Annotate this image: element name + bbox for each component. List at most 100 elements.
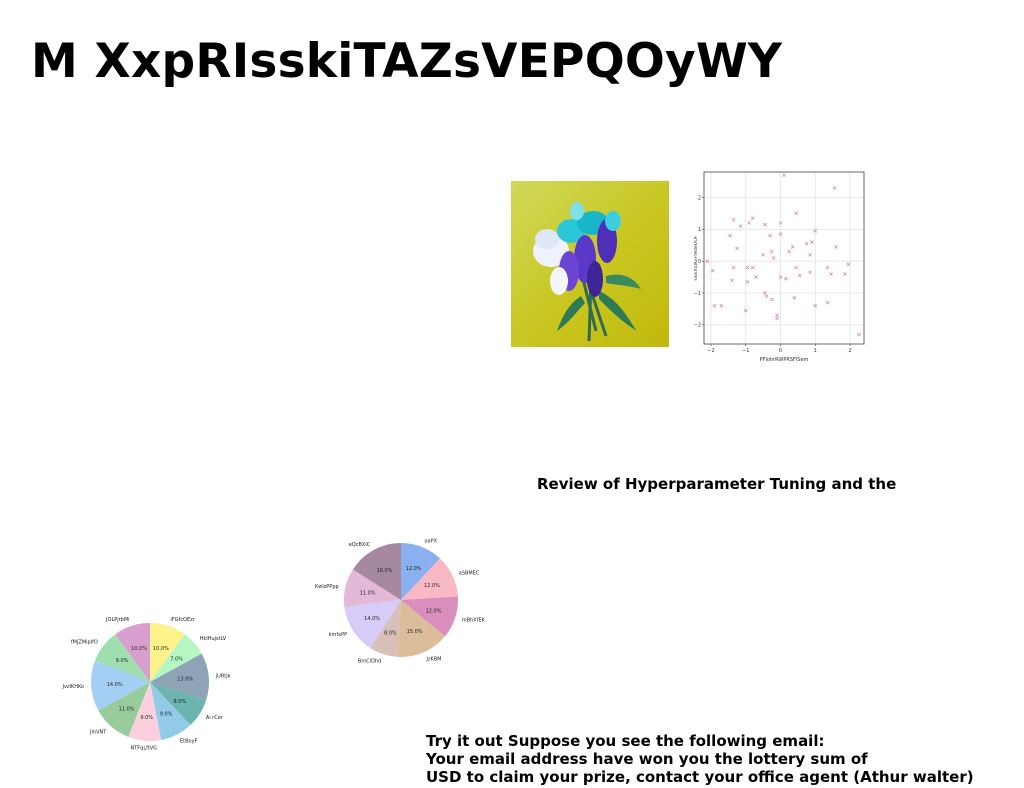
pie-percent-label: 11.0%: [360, 590, 376, 596]
pie-slice: [91, 660, 150, 711]
pie-percent-label: 10.0%: [131, 646, 147, 652]
scatter-point: [792, 295, 797, 300]
scatter-point: [846, 262, 851, 267]
scatter-point: [729, 278, 734, 283]
pie-percent-label: 12.0%: [426, 608, 442, 614]
section-heading: Review of Hyperparameter Tuning and the: [537, 475, 897, 493]
pie-slice: [98, 682, 150, 737]
scatter-point: [778, 275, 783, 279]
scatter-point: [856, 332, 861, 337]
scatter-point: [710, 268, 715, 273]
pie-chart-1: 10.0% iFGfcOEzr 7.0% HkIHujstLV 13.0% jURtjk 8…: [61, 617, 230, 752]
scatter-point: [763, 291, 767, 295]
pie-percent-label: 15.0%: [407, 629, 423, 635]
scatter-point: [778, 232, 783, 236]
scatter-point: [769, 297, 774, 302]
scatter-point: [787, 249, 792, 254]
pie-percent-label: 9.0%: [160, 711, 173, 717]
pie-slice-label: JvzlKHKo: [61, 684, 84, 690]
scatter-point: [763, 222, 767, 227]
scatter-point: [809, 240, 814, 244]
scatter-point: [843, 272, 847, 276]
scatter-point: [832, 186, 837, 190]
pie-percent-label: 9.0%: [140, 715, 153, 721]
pie-slice-label: iFGfcOEzr: [170, 617, 195, 623]
scatter-point: [735, 246, 739, 251]
scatter-point: [747, 221, 752, 225]
y-tick-label: −1: [694, 291, 701, 297]
pie-percent-label: 12.0%: [424, 583, 440, 589]
scatter-point: [768, 233, 772, 238]
pie-slice: [150, 682, 191, 740]
email-text-block: Try it out Suppose you see the following…: [426, 732, 1016, 786]
scatter-chart: −2 −1 0 1 2 −2 −1 0 1 2 PFlohrRWPRSFlSem swEXSJKxFf…: [694, 171, 865, 363]
pie-chart-2: 12.0% oaPX 12.0% aSBMEC 12.0% mBhXfEK 15.0% JzK…: [315, 538, 486, 665]
scatter-point: [782, 173, 786, 178]
pie-slice: [150, 682, 207, 726]
pie-percent-label: 10.0%: [153, 646, 169, 652]
scatter-point: [775, 313, 779, 318]
pie-percent-label: 13.0%: [177, 676, 193, 682]
pie-slice: [401, 596, 458, 637]
scatter-point: [769, 249, 774, 254]
pie-slice-label: JzKBM: [425, 656, 441, 662]
page-title: M XxpRIsskiTAZsVEPQOyWY: [31, 34, 783, 89]
pie-slice-label: oaPX: [425, 538, 438, 544]
y-tick-label: 1: [698, 227, 701, 233]
scatter-point: [738, 224, 743, 228]
pie-percent-label: 14.0%: [107, 682, 123, 688]
pie-slice: [370, 600, 401, 657]
email-line-3: USD to claim your prize, contact your of…: [426, 768, 974, 786]
x-axis-label: PFlohrRWPRSFlSem: [760, 357, 809, 363]
scatter-point: [719, 303, 724, 308]
scatter-point: [797, 273, 802, 278]
x-tick-label: 1: [814, 348, 817, 354]
scatter-point: [731, 265, 736, 270]
pie-slice: [344, 600, 401, 649]
pie-percent-label: 11.0%: [119, 706, 135, 712]
scatter-point: [790, 245, 795, 249]
scatter-point: [754, 275, 759, 279]
scatter-point: [813, 303, 818, 308]
scatter-point: [834, 245, 839, 249]
pie-percent-label: 14.0%: [364, 616, 380, 622]
x-tick-label: −1: [742, 348, 749, 354]
pie-percent-label: 8.0%: [174, 699, 187, 705]
pie-slice-label: NTFqLftVG: [131, 746, 158, 752]
pie-slice-label: JOLPjrbMi: [105, 617, 130, 623]
scatter-point: [825, 300, 830, 305]
flower-bouquet-photo: [511, 181, 669, 347]
pie-slice-label: BmClDhd: [358, 659, 381, 665]
scatter-point: [775, 316, 779, 321]
scatter-point: [745, 265, 750, 270]
scatter-point: [825, 265, 830, 270]
pie-slice-label: fMjZMiplfO: [71, 639, 98, 645]
y-axis-label: swEXSJKxFfAdeOOF: [694, 235, 699, 280]
x-tick-label: 2: [848, 348, 851, 354]
pie-slice-label: Ai rCer: [206, 715, 224, 721]
y-tick-label: 0: [698, 259, 701, 265]
pie-slice: [401, 543, 441, 600]
y-tick-label: −2: [694, 323, 701, 329]
pie-slice-label: JlnVNT: [89, 729, 107, 735]
pie-slice-label: EtBoyF: [180, 739, 198, 745]
x-tick-label: −2: [707, 348, 714, 354]
pie-slice: [150, 634, 202, 682]
pie-slice: [150, 653, 210, 701]
scatter-point: [778, 221, 783, 225]
pie-slice: [397, 600, 445, 657]
pie-slice-label: kmfxPP: [329, 632, 348, 638]
scatter-point: [764, 294, 769, 299]
scatter-point: [743, 308, 748, 313]
pie-percent-label: 9.0%: [116, 658, 129, 664]
scatter-point: [750, 216, 755, 221]
scatter-point: [712, 303, 717, 308]
pie-slice-label: aSBMEC: [459, 571, 480, 577]
pie-slice: [95, 634, 150, 682]
scatter-point: [731, 217, 736, 222]
pie-slice-label: HkIHujstLV: [200, 636, 227, 642]
x-tick-label: 0: [779, 348, 782, 354]
scatter-point: [794, 265, 799, 270]
scatter-point: [728, 233, 732, 238]
email-line-1: Try it out Suppose you see the following…: [426, 732, 825, 750]
